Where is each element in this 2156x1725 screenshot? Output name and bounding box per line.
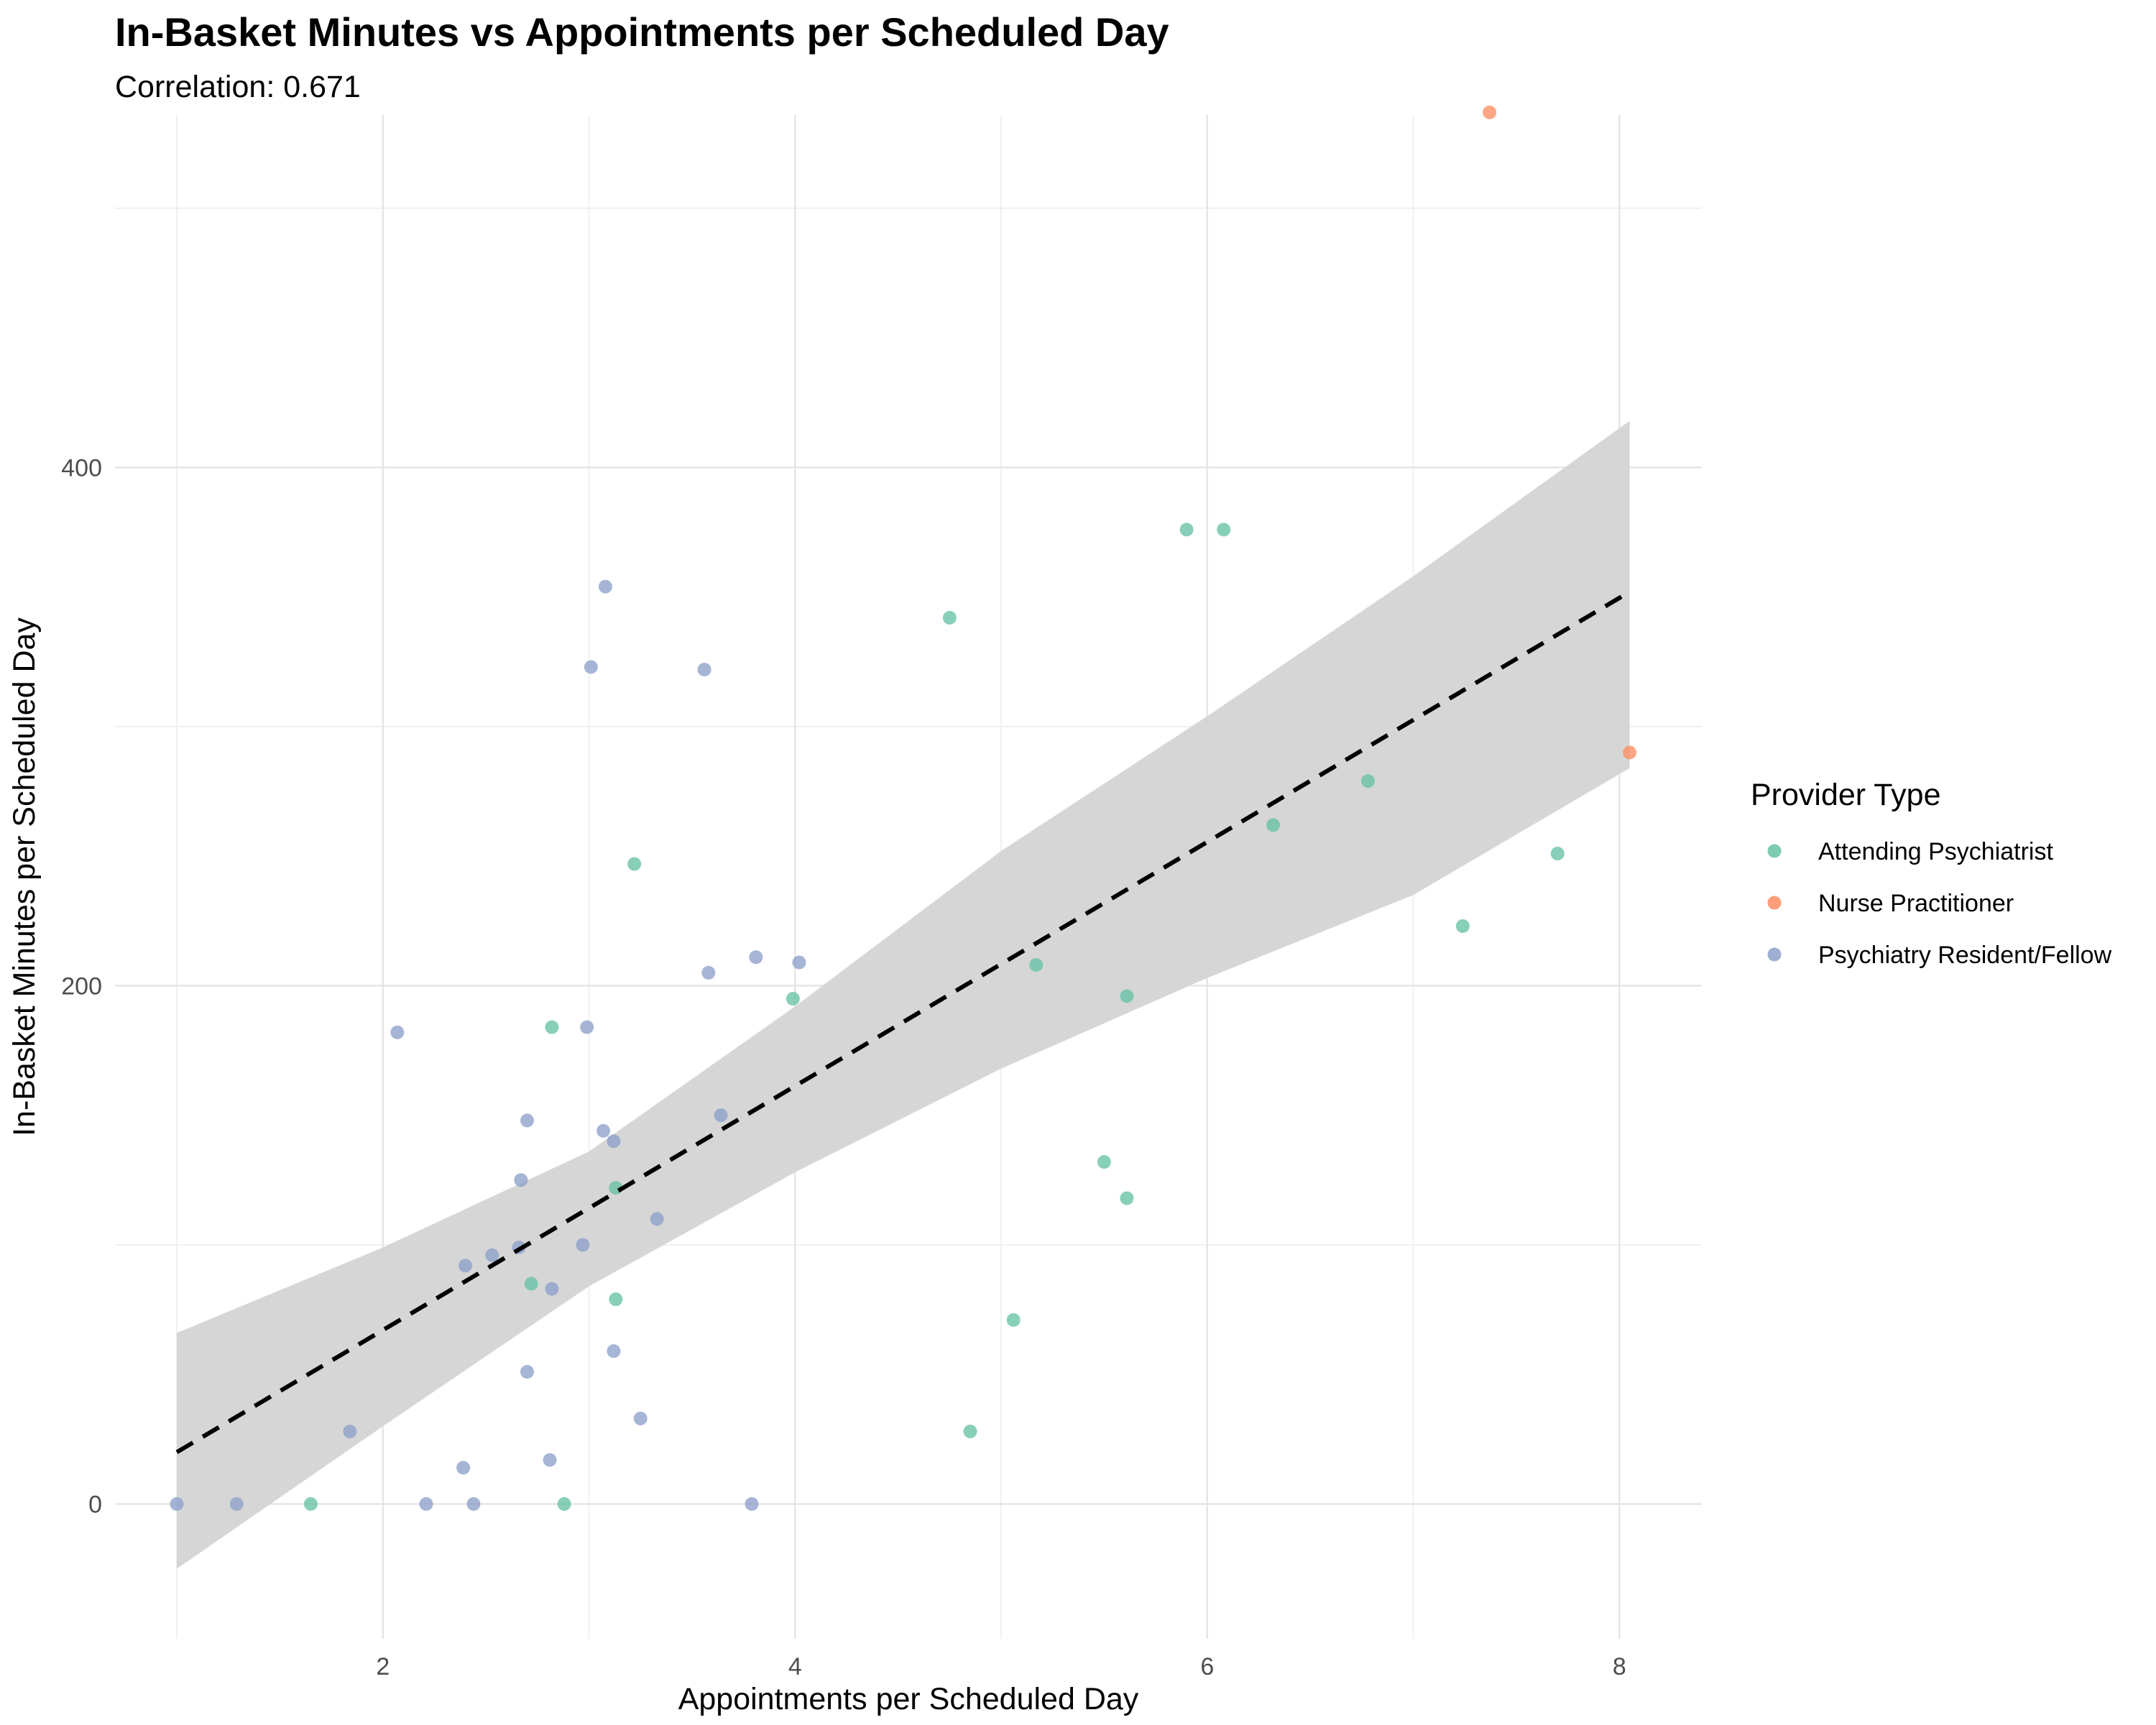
chart-subtitle: Correlation: 0.671 bbox=[115, 70, 361, 104]
data-point-attending-psychiatrist bbox=[1029, 958, 1044, 972]
data-point-nurse-practitioner bbox=[1623, 745, 1637, 760]
y-tick-label: 400 bbox=[61, 454, 102, 482]
data-point-psychiatry-resident-fellow bbox=[520, 1365, 535, 1379]
data-point-psychiatry-resident-fellow bbox=[650, 1212, 664, 1226]
data-point-psychiatry-resident-fellow bbox=[607, 1134, 621, 1149]
trend-line-group bbox=[175, 589, 1631, 1454]
confidence-band bbox=[177, 420, 1630, 1569]
data-point-psychiatry-resident-fellow bbox=[170, 1497, 184, 1512]
y-axis-title: In-Basket Minutes per Scheduled Day bbox=[7, 617, 42, 1136]
legend-label: Nurse Practitioner bbox=[1818, 890, 2014, 917]
data-point-nurse-practitioner bbox=[1483, 105, 1497, 119]
y-tick-label: 200 bbox=[61, 972, 102, 1000]
data-point-attending-psychiatrist bbox=[1006, 1313, 1021, 1328]
data-point-psychiatry-resident-fellow bbox=[607, 1344, 621, 1358]
data-point-psychiatry-resident-fellow bbox=[580, 1020, 594, 1034]
data-point-psychiatry-resident-fellow bbox=[714, 1108, 728, 1123]
data-point-attending-psychiatrist bbox=[1360, 774, 1375, 788]
data-point-attending-psychiatrist bbox=[1266, 818, 1281, 832]
data-point-attending-psychiatrist bbox=[609, 1292, 623, 1307]
data-point-psychiatry-resident-fellow bbox=[749, 950, 763, 965]
data-point-psychiatry-resident-fellow bbox=[745, 1497, 759, 1512]
data-point-psychiatry-resident-fellow bbox=[229, 1497, 244, 1512]
data-point-psychiatry-resident-fellow bbox=[458, 1259, 472, 1273]
y-axis-ticks: 0 200 400 bbox=[61, 454, 102, 1518]
legend-label: Attending Psychiatrist bbox=[1818, 838, 2053, 865]
legend-label: Psychiatry Resident/Fellow bbox=[1818, 942, 2112, 969]
data-point-attending-psychiatrist bbox=[545, 1020, 559, 1034]
data-point-attending-psychiatrist bbox=[1179, 523, 1194, 537]
data-point-psychiatry-resident-fellow bbox=[697, 663, 711, 677]
chart-title: In-Basket Minutes vs Appointments per Sc… bbox=[115, 9, 1169, 55]
confidence-band-area bbox=[177, 420, 1630, 1569]
data-point-psychiatry-resident-fellow bbox=[792, 955, 806, 970]
data-point-psychiatry-resident-fellow bbox=[596, 1123, 611, 1138]
x-tick-label: 4 bbox=[788, 1653, 802, 1680]
legend-marker bbox=[1767, 896, 1782, 910]
data-point-psychiatry-resident-fellow bbox=[701, 965, 716, 980]
data-point-psychiatry-resident-fellow bbox=[633, 1412, 648, 1426]
x-axis-title: Appointments per Scheduled Day bbox=[678, 1682, 1139, 1716]
data-point-psychiatry-resident-fellow bbox=[419, 1497, 433, 1512]
data-point-psychiatry-resident-fellow bbox=[545, 1282, 559, 1296]
data-point-attending-psychiatrist bbox=[1550, 847, 1565, 861]
data-point-psychiatry-resident-fellow bbox=[456, 1460, 471, 1475]
x-tick-label: 2 bbox=[376, 1653, 390, 1680]
data-point-attending-psychiatrist bbox=[1217, 523, 1231, 537]
data-point-psychiatry-resident-fellow bbox=[520, 1113, 535, 1128]
data-point-attending-psychiatrist bbox=[963, 1425, 977, 1439]
data-point-attending-psychiatrist bbox=[303, 1497, 318, 1512]
data-point-psychiatry-resident-fellow bbox=[514, 1173, 528, 1187]
data-point-attending-psychiatrist bbox=[1097, 1155, 1111, 1169]
legend-title: Provider Type bbox=[1751, 778, 1941, 812]
data-point-psychiatry-resident-fellow bbox=[466, 1497, 481, 1512]
data-point-attending-psychiatrist bbox=[557, 1497, 571, 1512]
x-tick-label: 8 bbox=[1613, 1653, 1626, 1680]
legend-marker bbox=[1767, 844, 1782, 858]
data-points bbox=[170, 105, 1637, 1512]
data-point-psychiatry-resident-fellow bbox=[576, 1238, 590, 1252]
data-point-psychiatry-resident-fellow bbox=[543, 1453, 557, 1467]
data-point-attending-psychiatrist bbox=[524, 1276, 538, 1291]
data-point-psychiatry-resident-fellow bbox=[485, 1248, 499, 1262]
data-point-attending-psychiatrist bbox=[942, 610, 957, 625]
y-tick-label: 0 bbox=[88, 1491, 102, 1519]
data-point-psychiatry-resident-fellow bbox=[584, 660, 598, 674]
x-axis-ticks: 2 4 6 8 bbox=[376, 1653, 1626, 1680]
data-point-psychiatry-resident-fellow bbox=[598, 579, 612, 594]
data-point-attending-psychiatrist bbox=[786, 991, 800, 1006]
trend-line bbox=[175, 589, 1631, 1454]
data-point-psychiatry-resident-fellow bbox=[343, 1425, 357, 1439]
data-point-attending-psychiatrist bbox=[1455, 919, 1470, 934]
data-point-psychiatry-resident-fellow bbox=[390, 1025, 405, 1039]
data-point-attending-psychiatrist bbox=[627, 857, 642, 871]
legend-marker bbox=[1767, 947, 1782, 962]
legend: Provider Type Attending Psychiatrist Nurs… bbox=[1751, 778, 2112, 969]
x-tick-label: 6 bbox=[1200, 1653, 1214, 1680]
data-point-attending-psychiatrist bbox=[1120, 989, 1134, 1003]
data-point-attending-psychiatrist bbox=[1120, 1191, 1134, 1205]
